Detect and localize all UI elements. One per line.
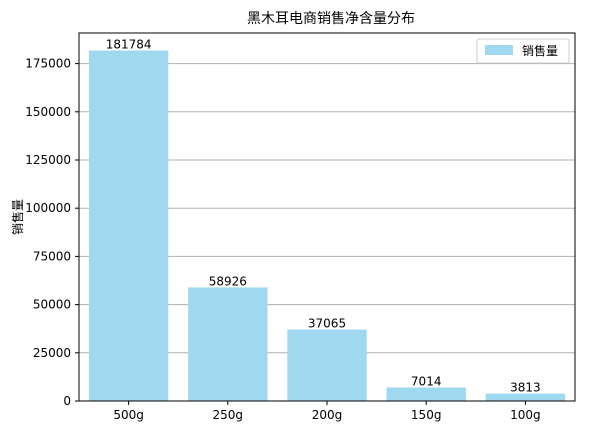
data-label-150g: 7014 xyxy=(411,374,442,388)
data-label-100g: 3813 xyxy=(510,381,541,395)
data-label-200g: 37065 xyxy=(308,317,346,331)
y-tick-label-7: 175000 xyxy=(25,57,71,71)
bar-200g xyxy=(287,329,367,401)
x-tick-label-500g: 500g xyxy=(113,408,144,422)
y-tick-label-0: 0 xyxy=(63,394,71,408)
legend-swatch xyxy=(485,45,513,55)
y-axis-label: 销售量 xyxy=(10,199,25,235)
data-label-500g: 181784 xyxy=(106,38,152,52)
bar-250g xyxy=(188,287,268,401)
bars xyxy=(88,50,566,401)
bar-100g xyxy=(485,393,566,401)
y-tick-label-4: 100000 xyxy=(25,201,71,215)
x-tick-label-250g: 250g xyxy=(213,408,244,422)
bar-500g xyxy=(88,50,169,401)
y-axis: 0 25000 50000 75000 100000 125000 150000 175000 xyxy=(25,57,79,408)
y-tick-label-5: 125000 xyxy=(25,153,71,167)
x-tick-label-200g: 200g xyxy=(312,408,343,422)
chart-title: 黑木耳电商销售净含量分布 xyxy=(247,11,415,27)
x-axis: 500g 250g 200g 150g 100g xyxy=(113,401,541,422)
y-tick-label-6: 150000 xyxy=(25,105,71,119)
y-tick-label-1: 25000 xyxy=(33,346,71,360)
data-label-250g: 58926 xyxy=(209,274,247,288)
legend: 销售量 xyxy=(476,38,570,64)
x-tick-label-100g: 100g xyxy=(510,408,541,422)
y-tick-label-2: 50000 xyxy=(33,298,71,312)
y-tick-label-3: 75000 xyxy=(33,249,71,263)
legend-label: 销售量 xyxy=(522,43,558,58)
bar-150g xyxy=(386,387,466,401)
data-labels: 181784 58926 37065 7014 3813 xyxy=(106,38,541,395)
x-tick-label-150g: 150g xyxy=(411,408,442,422)
